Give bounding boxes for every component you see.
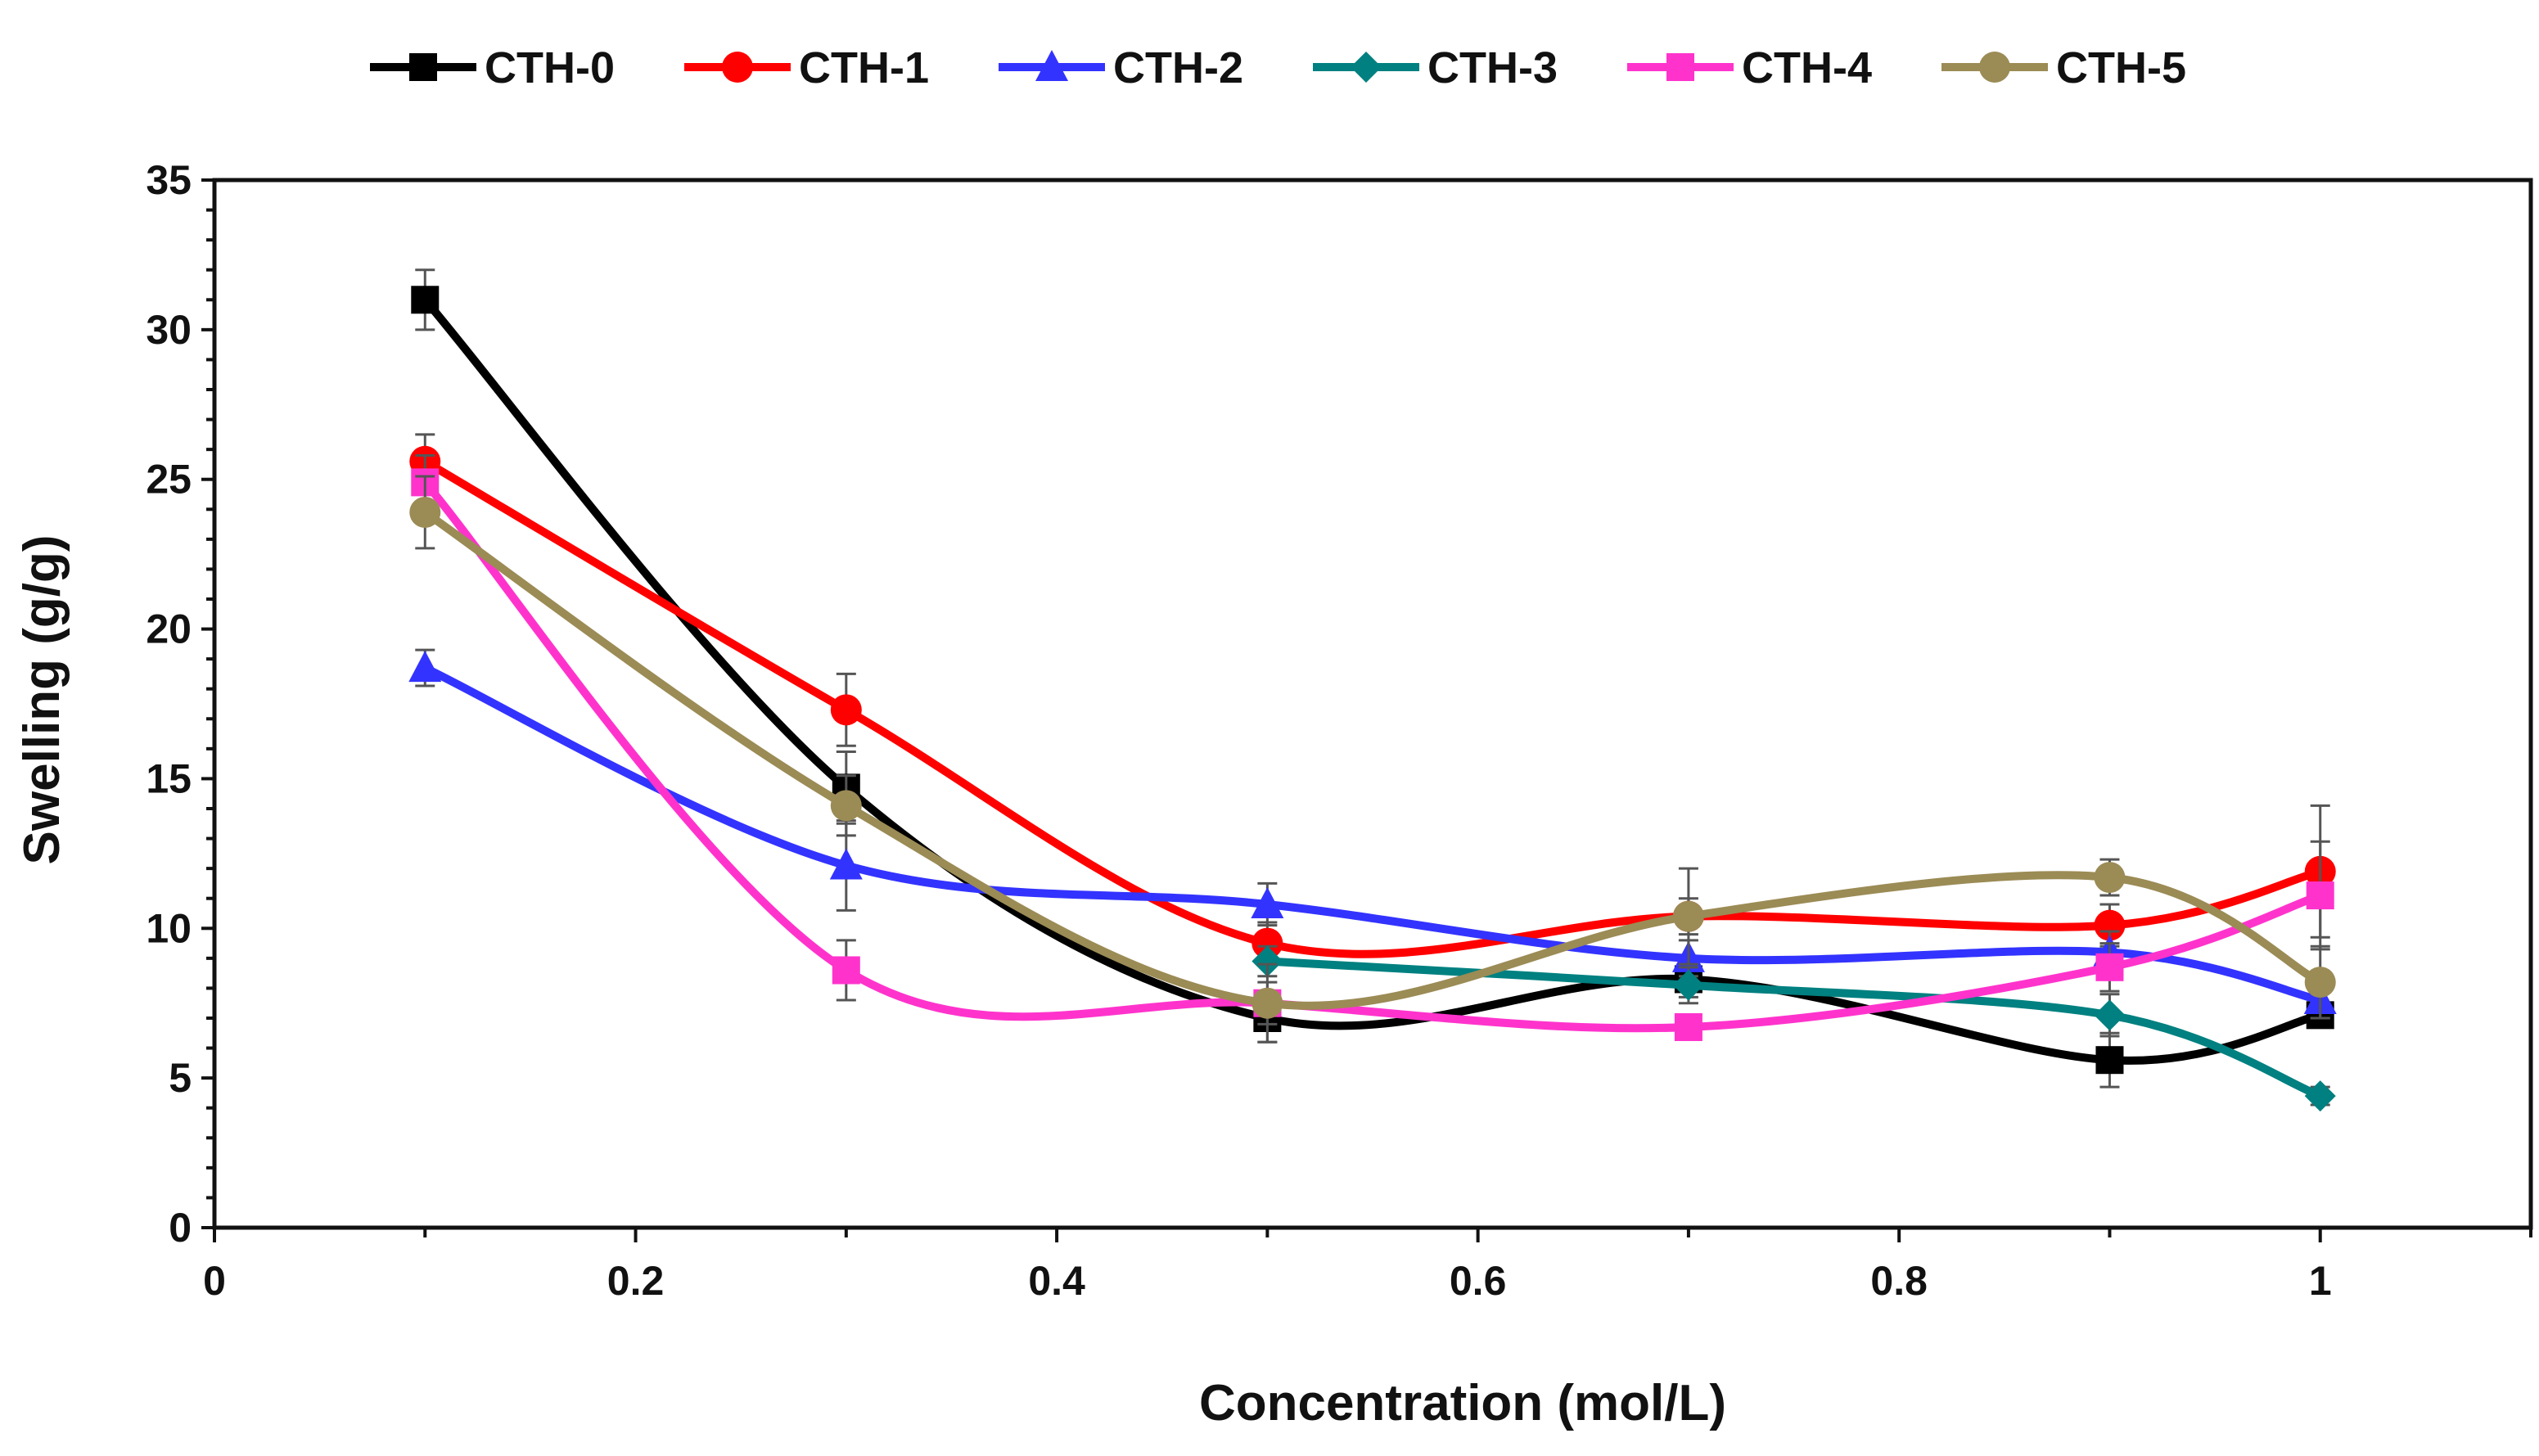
y-tick-label: 20 bbox=[146, 606, 192, 652]
legend: CTH-0 CTH-1 CTH-2 CTH-3 CTH-4 CTH-5 bbox=[370, 43, 2186, 92]
plot-area-frame bbox=[212, 178, 2533, 1230]
x-tick-label: 0.6 bbox=[1450, 1258, 1507, 1304]
legend-swatch-marker bbox=[1666, 53, 1694, 81]
x-axis-ticks: 0 0.2 0.4 0.6 0.8 1 bbox=[203, 1228, 2532, 1304]
data-point-marker bbox=[411, 286, 440, 314]
data-point-marker bbox=[1674, 1012, 1702, 1041]
data-point-marker bbox=[829, 848, 863, 880]
data-point-marker bbox=[2094, 909, 2126, 941]
data-point-marker bbox=[830, 790, 862, 822]
legend-swatch-marker bbox=[722, 52, 753, 83]
legend-label: CTH-2 bbox=[1113, 43, 1243, 92]
data-point-marker bbox=[2304, 1080, 2336, 1112]
data-point-marker bbox=[408, 651, 442, 683]
series-line bbox=[421, 295, 2325, 1065]
legend-label: CTH-3 bbox=[1427, 43, 1558, 92]
legend-label: CTH-1 bbox=[799, 43, 929, 92]
data-point-marker bbox=[409, 496, 441, 528]
legend-item-cth-2: CTH-2 bbox=[999, 43, 1243, 92]
legend-label: CTH-4 bbox=[1742, 43, 1872, 92]
x-tick-label: 0 bbox=[203, 1258, 226, 1304]
y-tick-label: 5 bbox=[169, 1055, 192, 1101]
legend-item-cth-3: CTH-3 bbox=[1313, 43, 1558, 92]
legend-item-cth-0: CTH-0 bbox=[370, 43, 615, 92]
data-point-marker bbox=[2094, 862, 2126, 894]
legend-swatch-marker bbox=[1035, 50, 1068, 81]
legend-item-cth-4: CTH-4 bbox=[1627, 43, 1872, 92]
series-line bbox=[1263, 957, 2325, 1101]
x-tick-label: 0.2 bbox=[607, 1258, 665, 1304]
legend-swatch-marker bbox=[409, 53, 437, 81]
y-axis-ticks: 0 5 10 15 20 25 30 35 bbox=[146, 157, 214, 1251]
data-point-marker bbox=[2095, 953, 2124, 981]
data-point-marker bbox=[1672, 969, 1704, 1001]
legend-label: CTH-5 bbox=[2056, 43, 2186, 92]
series-line bbox=[421, 478, 2325, 1033]
series-cth-4 bbox=[411, 453, 2334, 1041]
data-point-marker bbox=[830, 694, 862, 726]
x-tick-label: 0.8 bbox=[1870, 1258, 1928, 1304]
legend-swatch-marker bbox=[1351, 52, 1382, 83]
y-tick-label: 30 bbox=[146, 307, 192, 353]
legend-label: CTH-0 bbox=[485, 43, 615, 92]
y-axis-title: Swelling (g/g) bbox=[14, 535, 70, 865]
x-axis-title: Concentration (mol/L) bbox=[1199, 1375, 1726, 1431]
series-group bbox=[408, 268, 2337, 1112]
legend-swatch-marker bbox=[1979, 52, 2010, 83]
data-point-marker bbox=[1251, 887, 1284, 919]
data-point-marker bbox=[2095, 1046, 2124, 1075]
y-tick-label: 25 bbox=[146, 457, 192, 503]
legend-item-cth-5: CTH-5 bbox=[1941, 43, 2186, 92]
series-cth-3 bbox=[1251, 944, 2336, 1112]
data-point-marker bbox=[2094, 999, 2126, 1031]
x-tick-label: 1 bbox=[2309, 1258, 2332, 1304]
y-tick-label: 0 bbox=[169, 1205, 192, 1251]
data-point-marker bbox=[2304, 967, 2336, 998]
legend-item-cth-1: CTH-1 bbox=[684, 43, 929, 92]
y-tick-label: 35 bbox=[146, 157, 192, 203]
series-cth-5 bbox=[409, 475, 2336, 1044]
data-point-marker bbox=[1251, 987, 1283, 1019]
y-tick-label: 15 bbox=[146, 755, 192, 801]
axes: 0 5 10 15 20 25 30 35 0 0.2 0.4 0.6 0.8 1 Concentrat… bbox=[14, 157, 2533, 1431]
data-point-marker bbox=[2306, 881, 2334, 910]
y-tick-label: 10 bbox=[146, 905, 192, 951]
x-tick-label: 0.4 bbox=[1028, 1258, 1085, 1304]
data-point-marker bbox=[832, 956, 860, 985]
data-point-marker bbox=[1251, 927, 1283, 959]
data-point-marker bbox=[1251, 945, 1283, 977]
data-point-marker bbox=[1672, 900, 1704, 932]
